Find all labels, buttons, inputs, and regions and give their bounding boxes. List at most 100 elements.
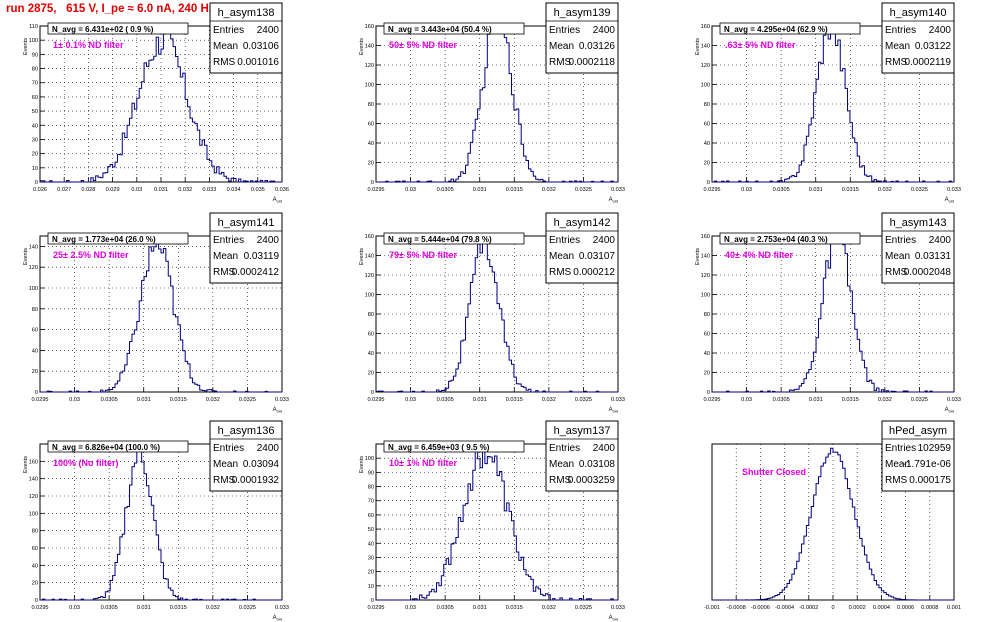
x-tick-label: 0.033 xyxy=(275,397,289,403)
filter-note: Shutter Closed xyxy=(742,467,806,477)
y-tick-label: 100 xyxy=(29,286,38,292)
histogram-series xyxy=(375,235,618,393)
stats-value: 0.0003259 xyxy=(568,475,616,486)
stats-label: Entries xyxy=(213,235,244,246)
stats-title: h_asym142 xyxy=(554,217,611,229)
y-tick-label: 40 xyxy=(32,348,38,354)
x-tick-label: 0.0315 xyxy=(506,187,523,193)
stats-label: RMS xyxy=(549,57,572,68)
x-tick-label: 0.03 xyxy=(741,397,752,403)
navg-box xyxy=(47,22,189,35)
y-tick-label: 90 xyxy=(32,52,38,58)
stats-value: 0.001016 xyxy=(237,57,279,68)
y-tick-label: 100 xyxy=(701,293,710,299)
y-tick-label: 120 xyxy=(29,265,38,271)
y-tick-label: 80 xyxy=(368,312,374,318)
y-tick-label: 80 xyxy=(32,307,38,313)
navg-label: N_avg = 6.431e+02 ( 0.9 %) xyxy=(52,25,154,34)
y-tick-label: 10 xyxy=(368,584,374,590)
y-tick-label: 40 xyxy=(704,351,710,357)
y-tick-label: 0 xyxy=(371,180,374,186)
x-tick-label: 0.028 xyxy=(81,187,95,193)
y-tick-label: 160 xyxy=(365,24,374,30)
x-axis-label: Auid xyxy=(273,407,282,414)
y-axis-label: Events xyxy=(359,248,365,265)
y-tick-label: 140 xyxy=(701,254,710,260)
histogram-panel-h_asym137: 0.0295 0.03 0.0305 0.031 0.0315 0.032 0.0325 0.… xyxy=(359,420,625,622)
x-axis-label: Auid xyxy=(609,615,618,622)
stats-label: Entries xyxy=(549,25,580,36)
y-tick-label: 40 xyxy=(368,141,374,147)
x-tick-label: 0.0325 xyxy=(239,397,256,403)
stats-value: 2400 xyxy=(593,443,616,454)
y-tick-label: 90 xyxy=(368,470,374,476)
histogram-panel-h_asym140: 0.0295 0.03 0.0305 0.031 0.0315 0.032 0.0325 0.… xyxy=(695,2,961,204)
y-tick-label: 120 xyxy=(701,273,710,279)
y-tick-label: 10 xyxy=(32,166,38,172)
stats-title: h_asym136 xyxy=(218,425,275,437)
histogram-series xyxy=(40,444,282,601)
x-tick-label: 0.0315 xyxy=(170,397,187,403)
y-tick-label: 160 xyxy=(29,459,38,465)
y-tick-label: 100 xyxy=(29,511,38,517)
stats-title: h_asym139 xyxy=(554,7,611,19)
x-tick-label: 0.027 xyxy=(57,187,71,193)
stats-title: hPed_asym xyxy=(889,425,947,437)
y-axis-label: Events xyxy=(695,248,701,265)
x-tick-label: 0.0325 xyxy=(911,397,928,403)
y-tick-label: 0 xyxy=(35,180,38,186)
x-tick-label: 0.0315 xyxy=(506,605,523,611)
stats-label: Mean xyxy=(213,251,238,262)
stats-label: RMS xyxy=(549,267,572,278)
stats-title: h_asym138 xyxy=(218,7,275,19)
y-tick-label: 80 xyxy=(368,485,374,491)
x-tick-label: 0.0295 xyxy=(703,187,720,193)
x-tick-label: 0.0315 xyxy=(842,397,859,403)
x-tick-label: 0.0295 xyxy=(367,187,384,193)
x-tick-label: 0.0305 xyxy=(101,397,118,403)
stats-label: RMS xyxy=(549,475,572,486)
x-tick-label: 0.0305 xyxy=(437,605,454,611)
x-tick-label: -0.0008 xyxy=(727,605,746,611)
x-tick-label: -0.001 xyxy=(704,605,720,611)
x-tick-label: 0.031 xyxy=(473,397,487,403)
filter-note: 10± 1% ND filter xyxy=(389,458,457,468)
histogram-panel-h_asym141: 0.0295 0.03 0.0305 0.031 0.0315 0.032 0.0325 0.… xyxy=(23,212,289,414)
y-tick-label: 60 xyxy=(368,332,374,338)
x-tick-label: 0.031 xyxy=(473,187,487,193)
navg-box xyxy=(719,22,861,35)
x-tick-label: 0.032 xyxy=(542,187,556,193)
y-tick-label: 100 xyxy=(365,293,374,299)
stats-label: Mean xyxy=(549,41,574,52)
navg-box xyxy=(719,232,861,245)
stats-title: h_asym140 xyxy=(890,7,947,19)
stats-box xyxy=(209,2,283,74)
x-tick-label: 0.033 xyxy=(611,397,625,403)
y-tick-label: 120 xyxy=(365,273,374,279)
stats-value: 0.0002119 xyxy=(904,57,951,68)
y-tick-label: 20 xyxy=(32,152,38,158)
stats-value: -1.791e-06 xyxy=(903,459,952,470)
x-tick-label: 0.032 xyxy=(206,605,220,611)
filter-note: 79± 5% ND filter xyxy=(389,250,457,260)
x-tick-label: 0.033 xyxy=(947,397,961,403)
y-tick-label: 140 xyxy=(29,477,38,483)
stats-value: 0.0002118 xyxy=(568,57,615,68)
y-axis-label: Events xyxy=(23,456,29,473)
y-tick-label: 140 xyxy=(701,44,710,50)
x-tick-label: 0.03 xyxy=(405,397,416,403)
y-tick-label: 140 xyxy=(29,244,38,250)
filter-note: .63± 5% ND filter xyxy=(725,40,796,50)
x-tick-label: 0.0325 xyxy=(575,187,592,193)
stats-value: 0.0002048 xyxy=(904,267,952,278)
x-tick-label: 0.0295 xyxy=(367,605,384,611)
stats-label: Mean xyxy=(213,459,238,470)
stats-title: h_asym143 xyxy=(890,217,947,229)
stats-box xyxy=(881,2,955,74)
x-tick-label: 0.0295 xyxy=(31,397,48,403)
x-tick-label: 0.032 xyxy=(542,397,556,403)
navg-box xyxy=(47,232,189,245)
x-tick-label: 0.0305 xyxy=(101,605,118,611)
x-tick-label: 0.0004 xyxy=(873,605,890,611)
x-tick-label: 0.03 xyxy=(131,187,142,193)
